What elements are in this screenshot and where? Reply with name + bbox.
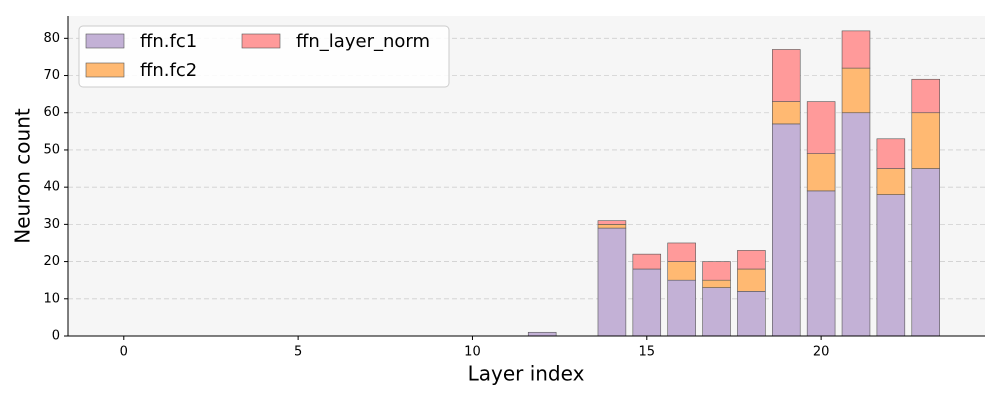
bar-segment — [702, 261, 731, 281]
y-tick-label: 40 — [43, 180, 60, 195]
bar-segment — [667, 261, 696, 281]
legend-swatch — [85, 33, 125, 49]
y-tick-label: 60 — [43, 105, 60, 120]
x-tick-label: 15 — [639, 345, 656, 360]
bar-segment — [806, 190, 836, 337]
bar-segment — [597, 220, 627, 225]
y-tick-label: 0 — [52, 329, 60, 344]
bar-segment — [702, 287, 731, 337]
legend-box — [78, 25, 450, 88]
y-tick-label: 70 — [43, 68, 60, 83]
bar-segment — [527, 331, 557, 337]
y-tick-label: 50 — [43, 142, 60, 157]
bar-segment — [772, 123, 801, 337]
bar-segment — [911, 112, 940, 169]
x-tick-label: 5 — [294, 345, 302, 360]
y-axis-label: Neuron count — [11, 108, 35, 244]
x-axis-label: Layer index — [468, 362, 585, 386]
x-tick-label: 20 — [813, 345, 830, 360]
bar-segment — [911, 78, 940, 114]
bar-segment — [876, 194, 906, 337]
bar-segment — [772, 49, 801, 102]
bar-segment — [737, 268, 766, 292]
bar-segment — [667, 242, 696, 262]
bar-segment — [632, 253, 662, 270]
x-tick-label: 0 — [120, 345, 128, 360]
y-tick-label: 30 — [43, 217, 60, 232]
y-tick-label: 80 — [43, 31, 60, 46]
legend-swatch — [85, 62, 125, 78]
bar-segment — [597, 227, 627, 337]
bar-segment — [806, 153, 836, 192]
y-tick-label: 10 — [43, 291, 60, 306]
bar-segment — [737, 250, 766, 270]
legend-label: ffn_layer_norm — [296, 31, 430, 52]
bar-segment — [772, 101, 801, 125]
bar-segment — [876, 168, 906, 195]
bar-segment — [911, 168, 940, 337]
bar-segment — [876, 138, 906, 169]
y-tick-label: 20 — [43, 254, 60, 269]
bar-segment — [841, 67, 871, 114]
bar-segment — [841, 30, 871, 69]
legend-swatch — [241, 33, 281, 49]
legend-label: ffn.fc2 — [140, 60, 197, 81]
bar-segment — [702, 279, 731, 288]
bar-segment — [597, 224, 627, 229]
bar-segment — [632, 268, 662, 337]
bar-segment — [667, 279, 696, 337]
bar-segment — [806, 101, 836, 154]
legend-label: ffn.fc1 — [140, 31, 197, 52]
bar-segment — [737, 291, 766, 337]
bar-segment — [841, 112, 871, 337]
x-tick-label: 10 — [464, 345, 481, 360]
